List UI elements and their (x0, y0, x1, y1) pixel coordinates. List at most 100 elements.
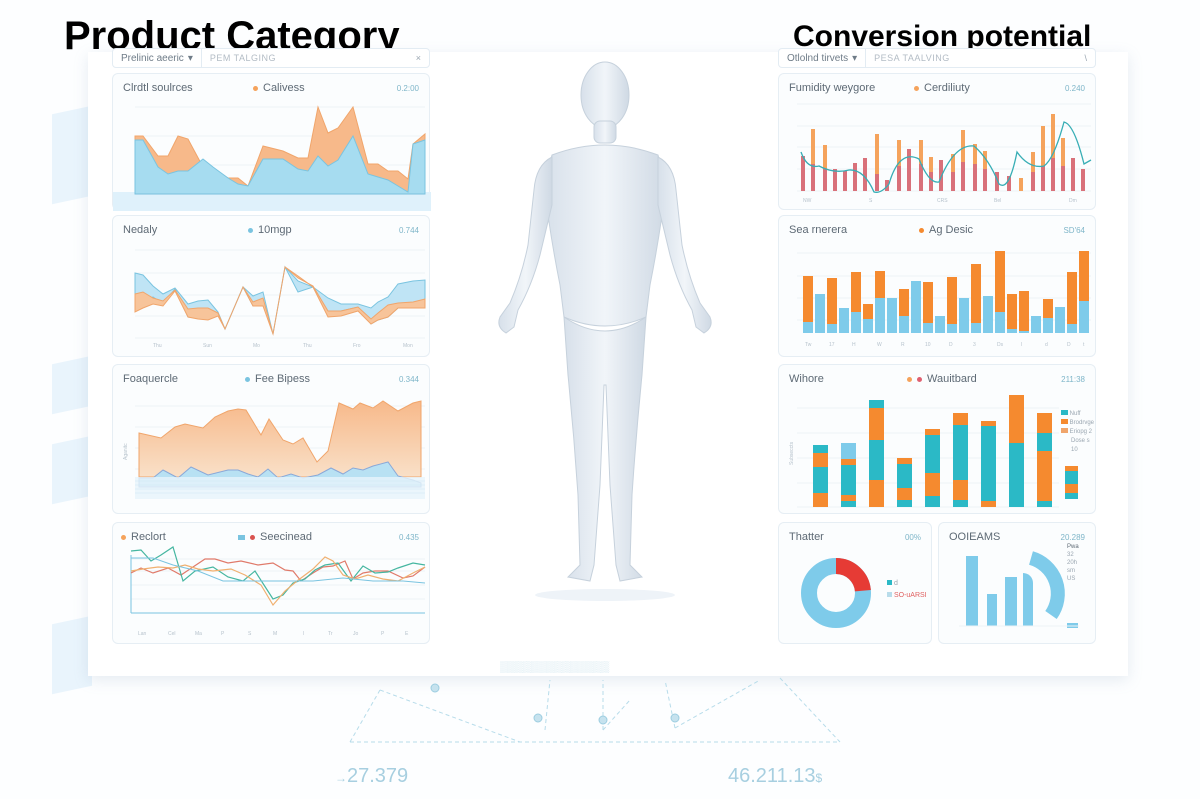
chevron-down-icon: ▾ (187, 52, 193, 64)
legend-dot-icon (245, 376, 250, 382)
svg-text:R: R (901, 342, 905, 348)
svg-text:Tr: Tr (328, 631, 333, 637)
conversion-potential-heading: Conversion potential (793, 20, 1092, 53)
right-panel-humidity[interactable]: Fumidity weygore Cerdiliuty 0.240 (778, 73, 1096, 210)
svg-text:t: t (1083, 342, 1085, 348)
svg-text:I: I (1021, 342, 1022, 348)
legend-square-icon (887, 580, 892, 585)
line-area-chart: Thu Sun Mo Thu Fro Mon (134, 249, 426, 349)
right-select-label: Otlolnd tirvets (787, 52, 849, 64)
svg-text:I: I (303, 631, 304, 637)
left-search-input[interactable]: PEM TALGING (209, 53, 277, 63)
svg-text:CRS: CRS (937, 198, 948, 204)
chevron-down-icon: ▾ (852, 52, 858, 64)
left-filter-bar: Prelinic aeeric ▾ PEM TALGING × (112, 48, 430, 68)
connection-diagram: ▒▒▒▒▒▒▒▒▒▒▒▒▒▒ (349, 660, 841, 743)
left-panel-frequency[interactable]: Foaquercle Fee Bipess 0.344 Aganitc (112, 364, 430, 514)
panel-value: 0.344 (398, 375, 419, 384)
panel-legend: 10mgp (248, 224, 292, 236)
right-filter-bar: Otlolnd tirvets ▾ PESA TAALVING \ (778, 48, 1096, 68)
legend-dot-icon (907, 376, 912, 382)
right-panel-donut[interactable]: Thatter 00% d SO-uARSI (778, 522, 932, 644)
panel-legend: Cerdiliuty (914, 82, 970, 94)
bar-line-chart: NW S CRS Bel Dm (797, 103, 1092, 204)
close-icon[interactable]: \ (1084, 53, 1087, 63)
stacked-bar-chart-teal: Subseccts (789, 395, 1078, 508)
background-stripe (52, 435, 92, 505)
svg-text:P: P (221, 631, 225, 637)
svg-text:P: P (381, 631, 385, 637)
svg-text:M: M (273, 631, 277, 637)
svg-text:Mon: Mon (403, 343, 413, 349)
legend-square-icon (1061, 428, 1068, 433)
panel-legend: Fee Bipess (245, 373, 310, 385)
svg-text:D: D (1067, 342, 1071, 348)
panel-title: Nedaly (123, 224, 158, 236)
svg-text:Dm: Dm (1069, 198, 1077, 204)
svg-text:Subseccts: Subseccts (789, 441, 795, 465)
arrow-icon: → (335, 771, 347, 785)
legend-dot-icon (250, 534, 255, 540)
panel-title-legend: Reclort (121, 531, 166, 543)
svg-text:D: D (949, 342, 953, 348)
svg-text:Aganitc: Aganitc (123, 443, 129, 460)
legend-square-icon (238, 534, 245, 540)
human-body-figure (498, 61, 712, 601)
diagram-node (430, 683, 440, 693)
legend-square-icon (1061, 419, 1068, 424)
svg-text:W: W (877, 342, 882, 348)
legend-dot-icon (121, 534, 126, 540)
legend-square-icon (1061, 410, 1068, 415)
legend-dot-icon (248, 227, 253, 233)
svg-text:Bel: Bel (994, 198, 1001, 204)
bottom-left-metric: →27.379 (335, 765, 409, 787)
panel-title: Thatter (789, 531, 824, 543)
svg-text:Mo: Mo (253, 343, 260, 349)
svg-text:Ma: Ma (195, 631, 202, 637)
panel-legend: Calivess (253, 82, 305, 94)
panel-value: SD'64 (1063, 226, 1085, 235)
svg-text:Cel: Cel (168, 631, 176, 637)
panel-value: 0.744 (398, 226, 419, 235)
svg-text:E: E (405, 631, 409, 637)
close-icon[interactable]: × (415, 53, 421, 63)
right-panel-bars-arc[interactable]: OOIEAMS 20.289 Pwa 32 20h sm US (938, 522, 1096, 644)
donut-legend: d SO-uARSI (887, 578, 927, 602)
svg-text:Fro: Fro (353, 343, 361, 349)
svg-text:S: S (869, 198, 873, 204)
panel-title: Clrdtl soulrces (123, 82, 193, 94)
left-category-select[interactable]: Prelinic aeeric ▾ (113, 49, 202, 67)
bar-arc-chart (959, 551, 1079, 628)
right-category-select[interactable]: Otlolnd tirvets ▾ (779, 49, 867, 67)
svg-text:Lan: Lan (138, 631, 147, 637)
svg-text:NW: NW (803, 198, 812, 204)
left-panel-weekly[interactable]: Nedaly 10mgp 0.744 Thu Sun Mo Thu Fro Mon (112, 215, 430, 357)
panel-value: 00% (904, 533, 921, 542)
right-panel-dashboard[interactable]: Wihore Wauitbard 211:38 Subseccts (778, 364, 1096, 514)
donut-chart (801, 558, 871, 628)
background-stripe (52, 105, 92, 205)
stacked-area-chart (113, 105, 431, 211)
mini-legend: Nuff Brodrvge Eriopg 2 Dose s 10 (1061, 410, 1095, 455)
legend-square-icon (887, 592, 892, 597)
currency-icon: $ (815, 771, 823, 785)
svg-text:3: 3 (973, 342, 976, 348)
panel-title: Fumidity weygore (789, 82, 876, 94)
left-panel-report[interactable]: Reclort Seecinead 0.435 Lan Cel Ma P S M I Tr Jo… (112, 522, 430, 644)
left-panel-sources[interactable]: Clrdtl soulrces Calivess 0.2:00 (112, 73, 431, 211)
legend-dot-icon (919, 227, 924, 233)
bottom-right-metric: 46.211.13$ (728, 765, 823, 787)
panel-title: Wihore (789, 373, 824, 385)
multi-line-chart: Lan Cel Ma P S M I Tr Jo P E (130, 546, 426, 637)
background-stripe (52, 615, 92, 695)
right-panel-search[interactable]: Sea rnerera Ag Desic SD'64 (778, 215, 1096, 357)
legend-dot-icon (253, 85, 258, 91)
right-search-input[interactable]: PESA TAALVING (874, 53, 950, 63)
panel-title: Sea rnerera (789, 224, 848, 236)
panel-value: 0.240 (1064, 84, 1085, 93)
panel-legend: Seecinead (238, 531, 312, 543)
panel-value: 0.2:00 (396, 84, 419, 93)
panel-title: Foaquercle (123, 373, 179, 385)
